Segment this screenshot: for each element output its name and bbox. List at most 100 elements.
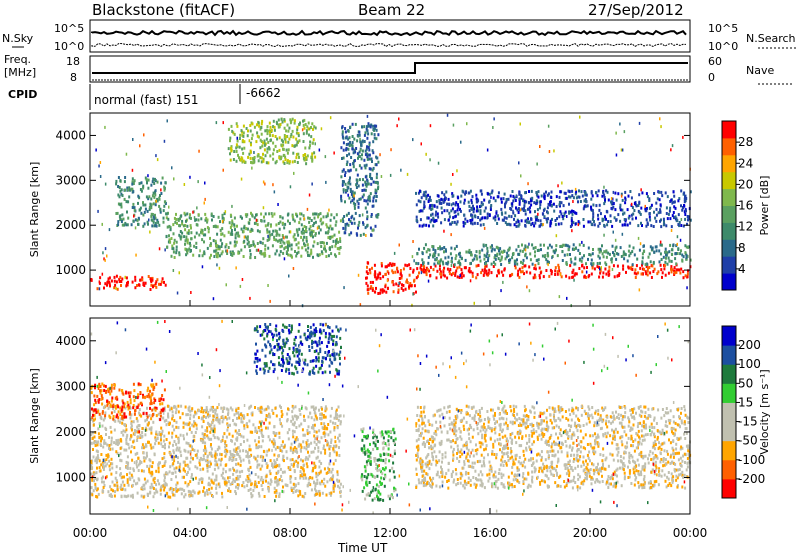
power-cell (243, 240, 245, 243)
velocity-cell (111, 437, 113, 440)
power-cell (163, 217, 165, 220)
power-cell (448, 218, 450, 221)
power-cell (269, 131, 271, 134)
velocity-cell (237, 483, 239, 486)
velocity-cell (238, 414, 240, 417)
power-cell (656, 245, 658, 248)
velocity-cell (216, 413, 218, 416)
velocity-cell (258, 492, 260, 495)
power-cell (365, 277, 367, 280)
power-cell (490, 196, 492, 199)
power-cell (547, 260, 549, 263)
power-cell (363, 233, 365, 236)
power-cell (646, 218, 648, 221)
power-cell (262, 253, 264, 256)
velocity-cell (316, 457, 318, 460)
velocity-cell (214, 468, 216, 471)
power-cell (345, 130, 347, 133)
power-cell (441, 207, 443, 210)
power-cell (609, 253, 611, 256)
velocity-cell (163, 474, 165, 477)
power-cell (207, 247, 209, 250)
power-cell (279, 254, 281, 257)
power-cell (242, 278, 244, 281)
power-cell (305, 226, 307, 229)
power-cell (647, 222, 649, 225)
power-cell (356, 139, 358, 142)
power-cell (597, 262, 599, 265)
power-cell (247, 134, 249, 137)
power-cell (675, 262, 677, 265)
power-cell (670, 265, 672, 268)
power-cell (204, 233, 206, 236)
power-cell (287, 159, 289, 162)
velocity-cell (306, 456, 308, 459)
power-cell (638, 193, 640, 196)
power-cell (592, 218, 594, 221)
power-cell (455, 270, 457, 273)
power-cell (428, 280, 430, 283)
power-cell (454, 274, 456, 277)
velocity-cell (161, 394, 163, 397)
velocity-region-0 (90, 405, 342, 499)
velocity-cell (136, 439, 138, 442)
velocity-cell (299, 413, 301, 416)
power-cell (520, 270, 522, 273)
power-cell (201, 238, 203, 241)
velocity-cell (109, 494, 111, 497)
power-cell (179, 253, 181, 256)
power-cell (524, 244, 526, 247)
velocity-cell (336, 470, 338, 473)
power-cell (154, 178, 156, 181)
power-cell (124, 176, 126, 179)
power-cell (611, 197, 613, 200)
velocity-cell (113, 441, 115, 444)
power-cell (342, 125, 344, 128)
power-cell (521, 208, 523, 211)
power-cell (568, 276, 570, 279)
velocity-cell (114, 490, 116, 493)
power-cell (663, 218, 665, 221)
velocity-cell (269, 438, 271, 441)
power-cell (649, 219, 651, 222)
power-cell (680, 249, 682, 252)
power-cell (377, 161, 379, 164)
power-cell (233, 223, 235, 226)
velocity-cell (313, 450, 315, 453)
velocity-cell (145, 481, 147, 484)
power-cell (514, 263, 516, 266)
velocity-cell (111, 384, 113, 387)
velocity-cell (191, 424, 193, 427)
power-cell (373, 181, 375, 184)
velocity-cell (302, 460, 304, 463)
power-cell (677, 248, 679, 251)
power-cell (399, 277, 401, 280)
power-cell (502, 281, 504, 284)
power-cell (549, 244, 551, 247)
power-cell (625, 271, 627, 274)
power-cell (471, 219, 473, 222)
velocity-cell (284, 445, 286, 448)
velocity-cell (211, 448, 213, 451)
power-cell (539, 274, 541, 277)
power-cell (349, 183, 351, 186)
velocity-cell (151, 483, 153, 486)
power-cell (425, 224, 427, 227)
velocity-cell (102, 425, 104, 428)
power-cell (239, 146, 241, 149)
power-cell (370, 125, 372, 128)
power-cell (681, 260, 683, 263)
power-cell (381, 264, 383, 267)
power-cell (642, 256, 644, 259)
power-cell (367, 272, 369, 275)
velocity-cell (238, 446, 240, 449)
velocity-cell (282, 471, 284, 474)
power-cell (668, 250, 670, 253)
power-cell (677, 199, 679, 202)
power-cell (542, 223, 544, 226)
power-cell (658, 191, 660, 194)
velocity-cell (229, 424, 231, 427)
power-cell (184, 183, 186, 186)
